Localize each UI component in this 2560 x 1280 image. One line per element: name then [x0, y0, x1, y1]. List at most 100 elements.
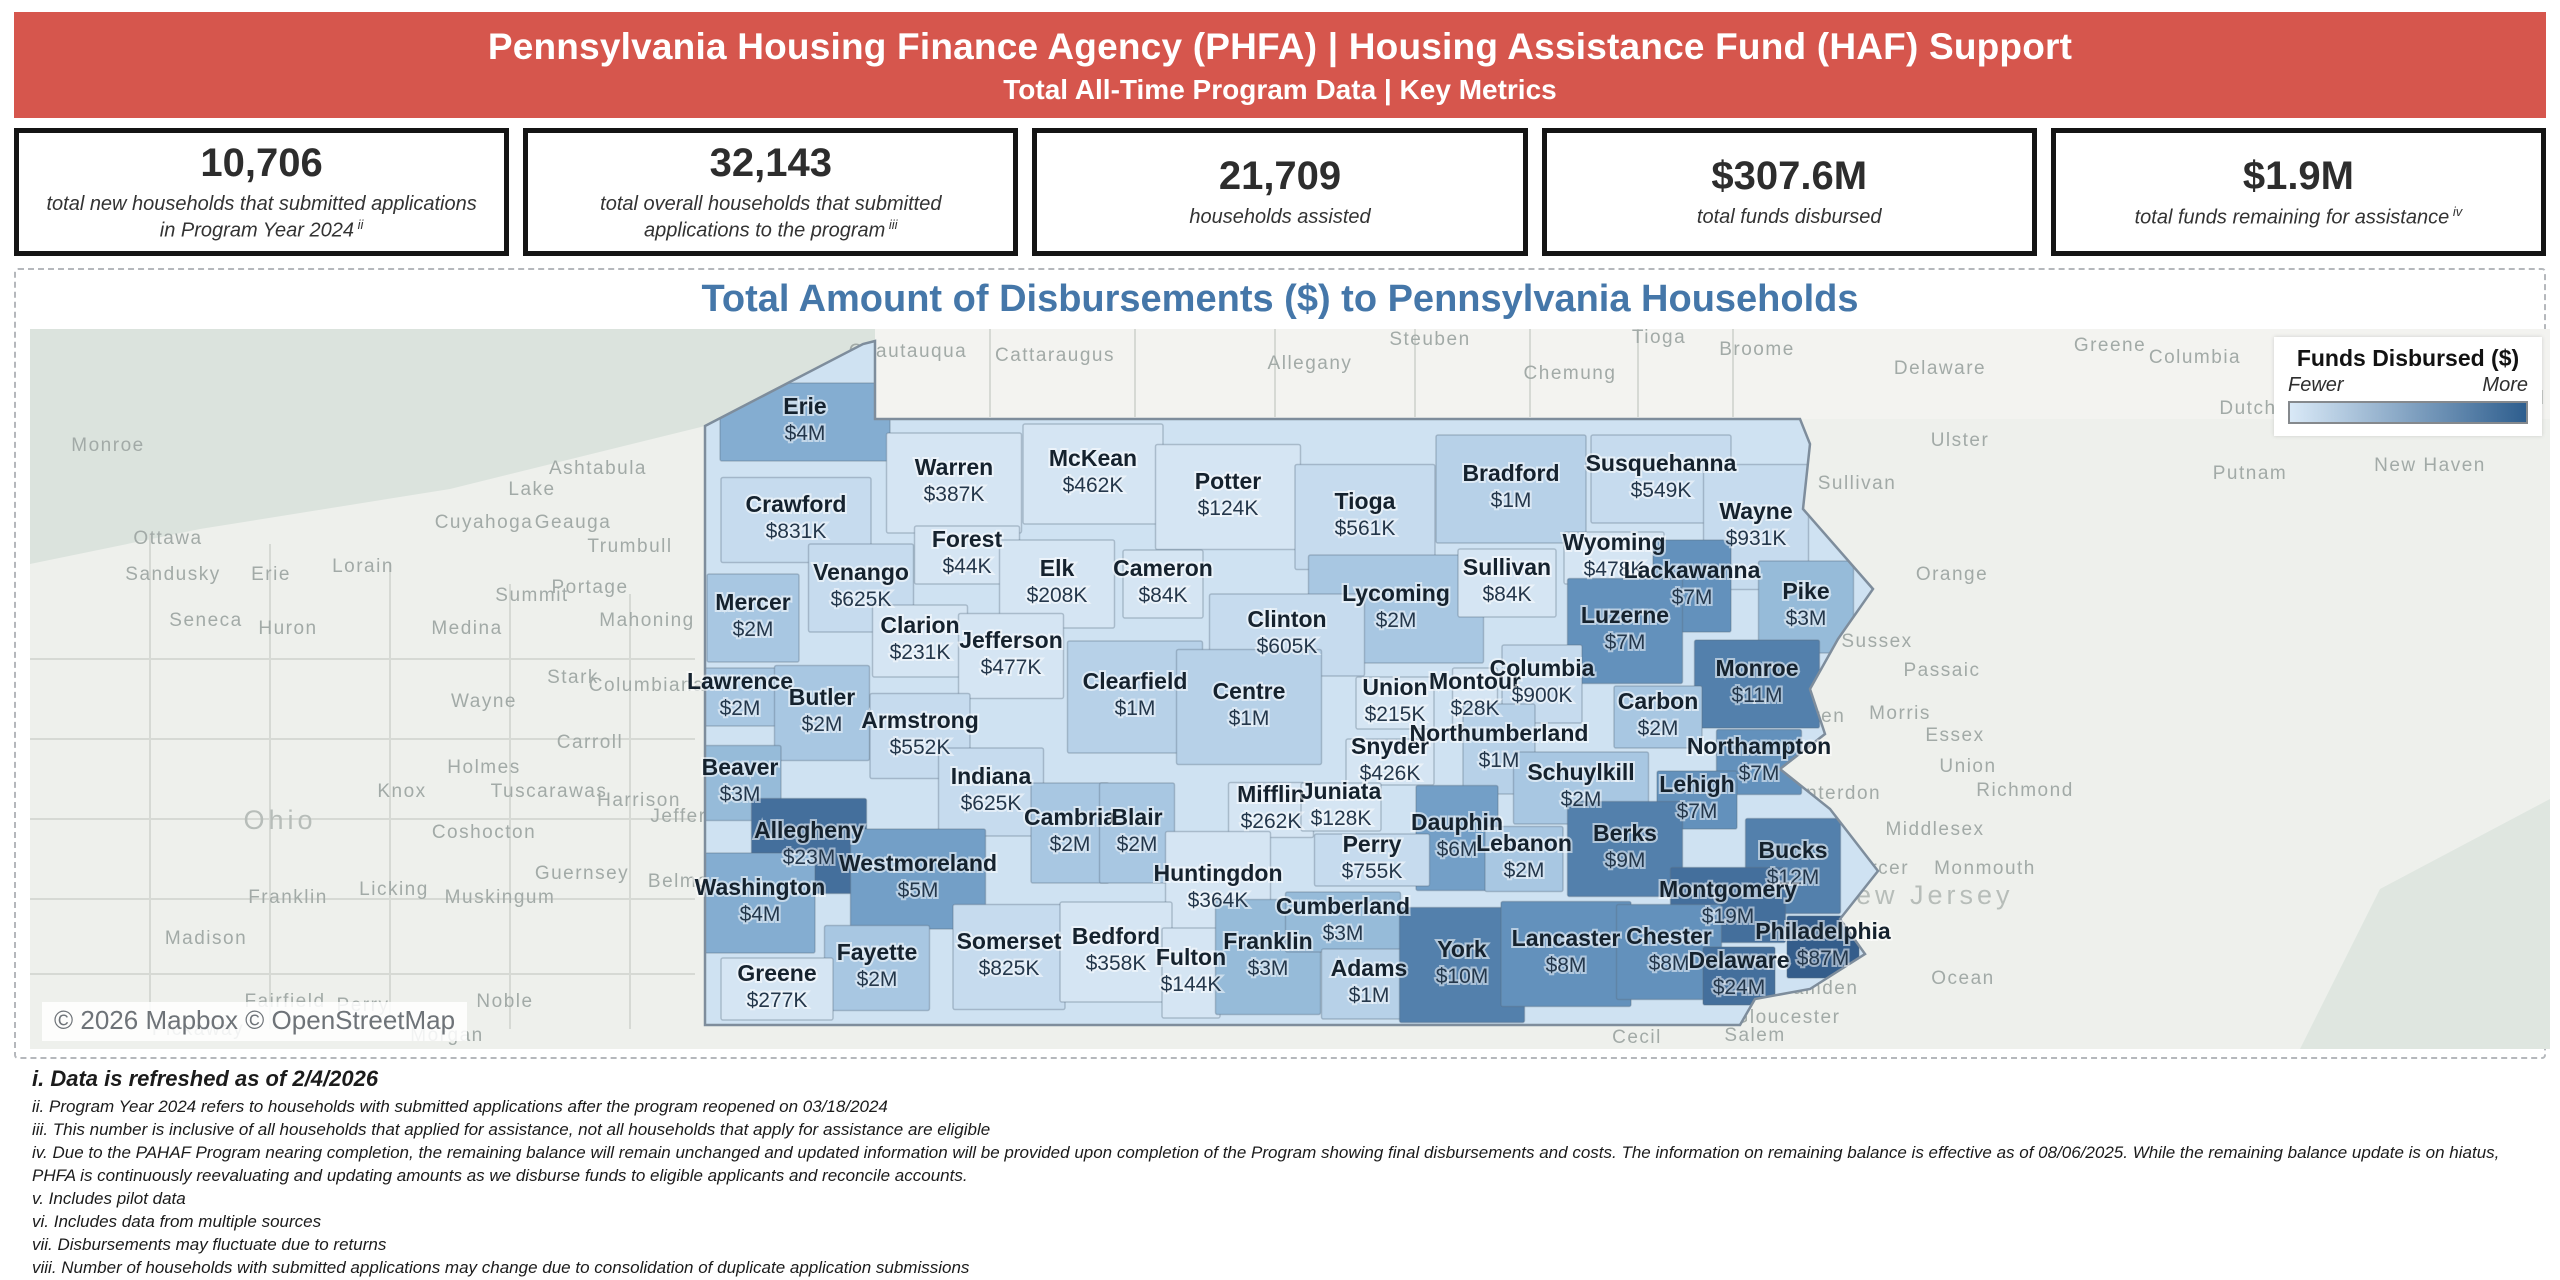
county-shape-union[interactable]: [1355, 676, 1435, 730]
county-value-jefferson: $477K: [981, 656, 1042, 679]
basemap-label: Muskingum: [445, 887, 556, 908]
map-attribution[interactable]: © 2026 Mapbox © OpenStreetMap: [42, 1002, 468, 1041]
basemap-label: Sussex: [1841, 631, 1912, 652]
footnote-1: i. Data is refreshed as of 2/4/2026: [32, 1066, 379, 1091]
county-value-mercer: $2M: [733, 618, 774, 641]
legend-fewer-label: Fewer: [2288, 374, 2344, 396]
basemap-label: Chemung: [1524, 363, 1617, 384]
county-shape-mercer[interactable]: [706, 573, 800, 663]
kpi-description: total new households that submitted appl…: [46, 192, 477, 242]
county-name-fulton: Fulton: [1156, 944, 1226, 970]
county-shape-crawford[interactable]: [720, 476, 872, 564]
basemap-label: Cattaraugus: [995, 345, 1115, 366]
county-shape-columbia[interactable]: [1501, 644, 1583, 724]
county-shape-bradford[interactable]: [1435, 434, 1587, 544]
county-shape-sullivan[interactable]: [1457, 548, 1557, 618]
county-value-fayette: $2M: [857, 968, 898, 991]
basemap-label: Mahoning: [599, 610, 694, 631]
kpi-card-4[interactable]: $1.9M total funds remaining for assistanc…: [2050, 128, 2547, 256]
county-value-warren: $387K: [924, 483, 985, 506]
basemap-label: Union: [1939, 756, 1996, 777]
county-value-clearfield: $1M: [1115, 697, 1156, 720]
county-name-philadelphia: Philadelphia: [1755, 918, 1891, 944]
county-shape-cameron[interactable]: [1122, 549, 1204, 619]
county-name-potter: Potter: [1195, 468, 1262, 494]
basemap-label: Richmond: [1976, 780, 2074, 801]
map-canvas[interactable]: Chautauqua Cattaraugus Allegany Steuben Chem…: [30, 329, 2550, 1049]
kpi-card-0[interactable]: 10,706 total new households that submitte…: [14, 128, 510, 256]
basemap-label: Licking: [359, 879, 429, 900]
county-name-bedford: Bedford: [1072, 923, 1160, 949]
county-value-susquehanna: $549K: [1631, 479, 1692, 502]
county-name-forest: Forest: [932, 526, 1003, 552]
county-shape-carbon[interactable]: [1613, 685, 1703, 749]
basemap-label: Noble: [476, 991, 533, 1012]
kpi-description: total funds disbursed: [1696, 206, 1882, 228]
county-value-lawrence: $2M: [720, 697, 761, 720]
county-value-mifflin: $262K: [1241, 810, 1302, 833]
basemap-label: Putnam: [2213, 463, 2287, 484]
county-shape-juniata[interactable]: [1300, 782, 1382, 832]
county-name-blair: Blair: [1111, 804, 1162, 830]
county-name-beaver: Beaver: [702, 754, 779, 780]
county-name-adams: Adams: [1331, 955, 1408, 981]
county-name-mckean: McKean: [1049, 445, 1137, 471]
county-value-fulton: $144K: [1161, 973, 1222, 996]
footnote-2: ii. Program Year 2024 refers to househol…: [32, 1097, 888, 1116]
county-shape-centre[interactable]: [1175, 648, 1323, 766]
county-shape-erie[interactable]: [719, 382, 891, 462]
county-shape-luzerne[interactable]: [1566, 577, 1684, 685]
county-shape-washington[interactable]: [705, 852, 816, 954]
county-value-westmoreland: $5M: [898, 879, 939, 902]
basemap-label: Ottawa: [133, 528, 202, 549]
county-value-elk: $208K: [1027, 584, 1088, 607]
basemap-label: Medina: [431, 618, 502, 639]
county-name-montgomery: Montgomery: [1659, 876, 1797, 902]
county-shape-delaware[interactable]: [1702, 946, 1776, 1006]
county-shape-greene[interactable]: [720, 957, 834, 1021]
basemap-label: Chautauqua: [849, 341, 968, 362]
county-value-cumberland: $3M: [1323, 922, 1364, 945]
basemap-label: Lorain: [332, 556, 394, 577]
county-value-clarion: $231K: [890, 641, 951, 664]
county-name-luzerne: Luzerne: [1581, 602, 1669, 628]
kpi-value: 10,706: [200, 140, 323, 185]
county-name-wyoming: Wyoming: [1562, 529, 1665, 555]
county-shape-jefferson[interactable]: [957, 612, 1065, 700]
basemap-label: Harrison: [597, 790, 681, 811]
county-name-elk: Elk: [1040, 555, 1075, 581]
basemap-label: Trumbull: [587, 536, 672, 557]
county-shape-lebanon[interactable]: [1484, 825, 1564, 893]
county-name-fayette: Fayette: [837, 939, 918, 965]
pa-map-svg[interactable]: Chautauqua Cattaraugus Allegany Steuben Chem…: [30, 329, 2550, 1049]
county-name-lycoming: Lycoming: [1342, 580, 1450, 606]
county-shape-butler[interactable]: [773, 664, 871, 762]
kpi-card-1[interactable]: 32,143 total overall households that subm…: [523, 128, 1019, 256]
basemap-label: Carroll: [557, 732, 623, 753]
kpi-value: 32,143: [709, 140, 832, 185]
county-value-tioga: $561K: [1335, 517, 1396, 540]
basemap-label: Coshocton: [432, 822, 536, 843]
county-name-venango: Venango: [813, 559, 909, 585]
basemap-label: Wayne: [451, 691, 517, 712]
county-shape-berks[interactable]: [1566, 800, 1684, 898]
basemap-label: Stark: [547, 667, 599, 688]
county-name-chester: Chester: [1626, 923, 1712, 949]
county-value-juniata: $128K: [1311, 807, 1372, 830]
county-value-venango: $625K: [831, 588, 892, 611]
county-name-lawrence: Lawrence: [687, 668, 793, 694]
atlantic-coast-water: [2300, 799, 2550, 1049]
footnote-6: vi. Includes data from multiple sources: [32, 1212, 322, 1231]
county-value-mckean: $462K: [1063, 474, 1124, 497]
kpi-card-3[interactable]: $307.6M total funds disbursed: [1541, 128, 2037, 256]
county-shape-perry[interactable]: [1313, 833, 1431, 887]
basemap-label: Middlesex: [1885, 819, 1984, 840]
county-shape-snyder[interactable]: [1345, 738, 1435, 786]
county-name-mifflin: Mifflin: [1237, 781, 1305, 807]
basemap-label: Salem: [1724, 1025, 1785, 1046]
basemap-label: Steuben: [1389, 329, 1470, 350]
kpi-card-2[interactable]: 21,709 households assisted: [1032, 128, 1528, 256]
county-value-snyder: $426K: [1360, 762, 1421, 785]
county-name-lackawanna: Lackawanna: [1624, 557, 1761, 583]
county-name-bucks: Bucks: [1758, 837, 1827, 863]
